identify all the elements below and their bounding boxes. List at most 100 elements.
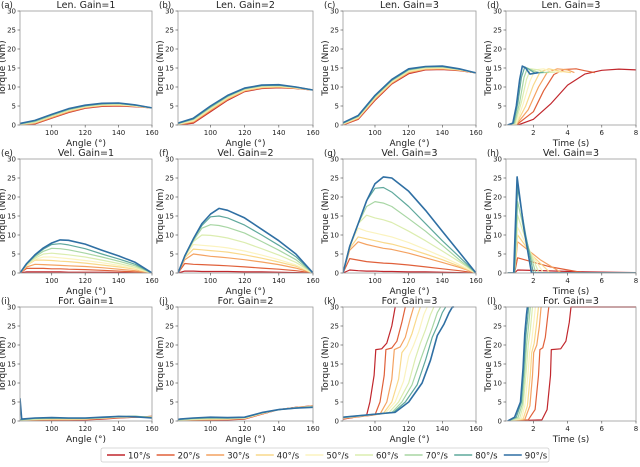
y-axis-label: Torque (Nm) <box>156 336 166 392</box>
y-tick-label: 25 <box>330 323 339 331</box>
y-tick-label: 10 <box>330 84 339 92</box>
panel-title: Vel. Gain=1 <box>58 148 114 159</box>
series-line-30deg-per-s <box>178 253 313 273</box>
y-tick-label: 20 <box>165 194 174 202</box>
y-tick-label: 30 <box>493 156 502 164</box>
x-tick-label: 120 <box>402 129 415 137</box>
series-line-90deg-per-s <box>20 239 152 273</box>
y-tick-label: 10 <box>7 84 16 92</box>
y-tick-label: 0 <box>12 270 16 278</box>
x-axis-label: Angle (°) <box>226 287 266 297</box>
y-tick-label: 10 <box>493 232 502 240</box>
y-tick-label: 0 <box>335 418 339 426</box>
series-line-70deg-per-s <box>20 247 152 273</box>
axes-frame <box>177 306 314 422</box>
series-line-90deg-per-s <box>178 207 313 273</box>
y-tick-label: 15 <box>7 361 16 369</box>
legend: 10°/s 20°/s 30°/s 40°/s 50°/s 60°/s 70°/s 80°/s… <box>100 447 550 463</box>
series-group <box>343 306 455 420</box>
legend-label: 90°/s <box>525 452 548 462</box>
series-line-10deg-per-s <box>343 269 476 273</box>
series-line-10deg-per-s <box>343 68 476 125</box>
series-line-60deg-per-s <box>343 66 476 125</box>
x-tick-label: 4 <box>565 277 570 285</box>
panel-b: 0 5 10 15 20 25 30 100 120 140 160 Angle (°) Torque … <box>156 0 320 149</box>
y-tick-label: 20 <box>493 46 502 54</box>
series-line-10deg-per-s <box>343 306 396 420</box>
series-line-40deg-per-s <box>343 67 476 125</box>
panel-title: For. Gain=1 <box>58 296 114 307</box>
x-tick-label: 140 <box>436 129 449 137</box>
series-group <box>507 176 636 273</box>
series-group <box>178 207 313 273</box>
y-tick-label: 5 <box>12 103 16 111</box>
legend-item: 80°/s <box>454 452 498 462</box>
panel-letter: (h) <box>487 149 499 159</box>
x-tick-label: 2 <box>531 129 535 137</box>
series-line-50deg-per-s <box>507 226 636 273</box>
y-tick-label: 10 <box>165 380 174 388</box>
y-axis-label: Torque (Nm) <box>484 336 494 392</box>
x-tick-label: 100 <box>204 425 217 433</box>
series-line-40deg-per-s <box>20 259 152 273</box>
x-tick-label: 120 <box>402 277 415 285</box>
y-axis-label: Torque (Nm) <box>156 40 166 96</box>
axes-frame <box>505 158 637 274</box>
x-tick-label: 4 <box>565 425 570 433</box>
y-axis-label: Torque (Nm) <box>484 40 494 96</box>
y-tick-label: 5 <box>335 399 339 407</box>
panel-d: 0 5 10 15 20 25 30 2 4 6 8 Time (s) Torque (Nm) Len. … <box>484 0 638 149</box>
x-tick-label: 6 <box>600 425 605 433</box>
series-line-20deg-per-s <box>507 68 596 125</box>
x-tick-label: 120 <box>238 129 251 137</box>
series-group <box>507 306 636 421</box>
x-tick-label: 120 <box>78 425 91 433</box>
series-line-90deg-per-s <box>507 65 539 125</box>
panel-letter: (e) <box>1 149 13 159</box>
x-tick-label: 160 <box>469 277 482 285</box>
x-tick-label: 160 <box>306 129 319 137</box>
x-tick-label: 100 <box>204 277 217 285</box>
series-line-90deg-per-s <box>343 306 455 418</box>
panel-title: Len. Gain=2 <box>216 0 275 11</box>
x-axis-label: Angle (°) <box>66 287 106 297</box>
x-tick-label: 160 <box>306 277 319 285</box>
legend-label: 60°/s <box>376 452 399 462</box>
series-line-20deg-per-s <box>343 68 476 125</box>
x-axis-label: Angle (°) <box>66 139 106 149</box>
x-axis-label: Angle (°) <box>226 139 266 149</box>
y-tick-label: 20 <box>493 342 502 350</box>
y-tick-label: 5 <box>498 399 502 407</box>
x-tick-label: 120 <box>238 425 251 433</box>
series-group <box>178 83 313 125</box>
x-tick-label: 120 <box>78 129 91 137</box>
series-line-10deg-per-s <box>178 270 313 273</box>
series-line-80deg-per-s <box>343 306 447 418</box>
series-line-40deg-per-s <box>343 236 476 273</box>
panel-title: For. Gain=3 <box>382 296 438 307</box>
x-tick-label: 160 <box>145 277 158 285</box>
x-tick-label: 140 <box>272 129 285 137</box>
series-group <box>178 405 313 421</box>
y-axis-label: Torque (Nm) <box>321 40 331 96</box>
y-tick-label: 5 <box>498 103 502 111</box>
panel-title: Vel. Gain=3 <box>543 148 599 159</box>
x-axis-label: Angle (°) <box>390 287 430 297</box>
y-tick-label: 10 <box>330 232 339 240</box>
y-tick-label: 20 <box>330 46 339 54</box>
x-axis-label: Angle (°) <box>390 139 430 149</box>
y-tick-label: 15 <box>493 213 502 221</box>
series-line-90deg-per-s <box>507 306 529 421</box>
x-tick-label: 140 <box>112 425 125 433</box>
legend-label: 50°/s <box>326 452 349 462</box>
panel-a: 0 5 10 15 20 25 30 100 120 140 160 Angle (°) Torque … <box>0 0 159 149</box>
x-tick-label: 160 <box>306 425 319 433</box>
panel-e: 0 5 10 15 20 25 30 100 120 140 160 Angle (°) Torque … <box>0 148 159 297</box>
panel-letter: (k) <box>324 297 336 307</box>
x-tick-label: 120 <box>78 277 91 285</box>
y-tick-label: 10 <box>493 380 502 388</box>
x-tick-label: 6 <box>600 277 605 285</box>
y-tick-label: 10 <box>330 380 339 388</box>
y-tick-label: 15 <box>330 361 339 369</box>
y-tick-label: 0 <box>498 418 502 426</box>
